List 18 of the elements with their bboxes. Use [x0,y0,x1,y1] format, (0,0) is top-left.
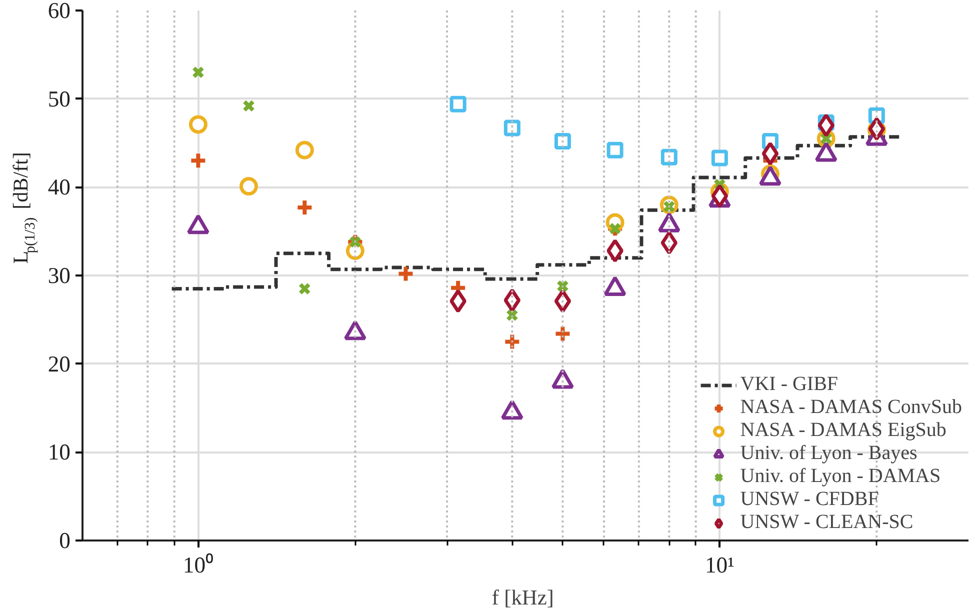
legend-label: VKI - GIBF [740,373,838,396]
y-tick-label: 60 [48,0,70,23]
x-tick-label: 10¹ [704,552,734,578]
y-tick-label: 20 [48,351,70,376]
x-tick-label: 10⁰ [182,552,214,578]
y-tick-label: 0 [59,528,70,553]
legend-label: NASA - DAMAS EigSub [740,419,946,442]
x-axis-title: f [kHz] [492,586,554,610]
y-tick-label: 30 [48,263,70,288]
y-axis-title: Lp(1/3) [dB/ft] [8,152,38,264]
legend-label: Univ. of Lyon - DAMAS [740,465,941,488]
legend-label: Univ. of Lyon - Bayes [740,442,918,465]
legend-label: UNSW - CLEAN-SC [740,511,914,534]
legend-label: UNSW - CFDBF [740,488,879,511]
y-tick-label: 10 [48,440,70,465]
y-tick-label: 40 [48,174,70,200]
y-tick-label: 50 [48,86,70,112]
legend-label: NASA - DAMAS ConvSub [740,396,962,419]
